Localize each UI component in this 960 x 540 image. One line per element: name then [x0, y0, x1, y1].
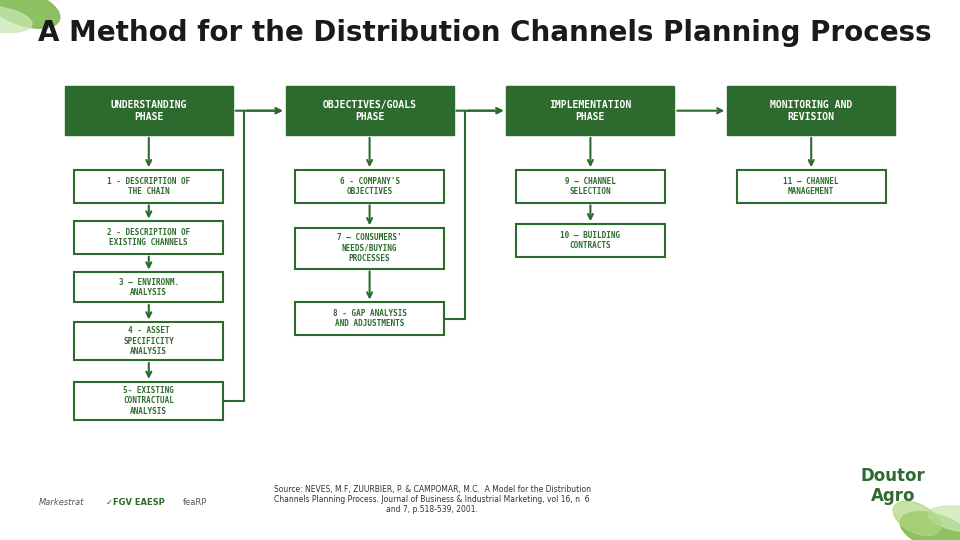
FancyBboxPatch shape: [75, 272, 223, 302]
FancyBboxPatch shape: [75, 170, 223, 202]
Text: Doutor
Agro: Doutor Agro: [860, 467, 925, 505]
Text: 2 - DESCRIPTION OF
EXISTING CHANNELS: 2 - DESCRIPTION OF EXISTING CHANNELS: [108, 228, 190, 247]
Text: 1 - DESCRIPTION OF
THE CHAIN: 1 - DESCRIPTION OF THE CHAIN: [108, 177, 190, 196]
FancyBboxPatch shape: [296, 302, 444, 335]
Text: feaRP: feaRP: [182, 498, 206, 507]
Text: Source: NEVES, M.F, ZUURBIER, P. & CAMPOMAR, M.C.  A Model for the Distribution
: Source: NEVES, M.F, ZUURBIER, P. & CAMPO…: [274, 484, 590, 515]
Text: 10 – BUILDING
CONTRACTS: 10 – BUILDING CONTRACTS: [561, 231, 620, 250]
FancyBboxPatch shape: [75, 322, 223, 360]
Ellipse shape: [900, 512, 960, 540]
FancyBboxPatch shape: [516, 224, 664, 256]
Text: MONITORING AND
REVISION: MONITORING AND REVISION: [770, 100, 852, 122]
FancyBboxPatch shape: [75, 382, 223, 420]
Text: 8 - GAP ANALYSIS
AND ADJUSTMENTS: 8 - GAP ANALYSIS AND ADJUSTMENTS: [332, 309, 407, 328]
FancyBboxPatch shape: [65, 86, 232, 135]
Text: 6 - COMPANY'S
OBJECTIVES: 6 - COMPANY'S OBJECTIVES: [340, 177, 399, 196]
FancyBboxPatch shape: [296, 228, 444, 268]
Text: 3 – ENVIRONM.
ANALYSIS: 3 – ENVIRONM. ANALYSIS: [119, 278, 179, 297]
FancyBboxPatch shape: [737, 170, 885, 202]
Ellipse shape: [928, 506, 960, 533]
Ellipse shape: [0, 5, 32, 32]
Text: 4 - ASSET
SPECIFICITY
ANALYSIS: 4 - ASSET SPECIFICITY ANALYSIS: [124, 326, 174, 356]
FancyBboxPatch shape: [286, 86, 453, 135]
Text: 11 – CHANNEL
MANAGEMENT: 11 – CHANNEL MANAGEMENT: [783, 177, 839, 196]
Text: Markestrat: Markestrat: [38, 498, 84, 507]
FancyBboxPatch shape: [728, 86, 895, 135]
Text: IMPLEMENTATION
PHASE: IMPLEMENTATION PHASE: [549, 100, 632, 122]
Text: ✓FGV EAESP: ✓FGV EAESP: [106, 498, 164, 507]
Ellipse shape: [893, 501, 941, 536]
Ellipse shape: [0, 0, 60, 28]
FancyBboxPatch shape: [75, 221, 223, 254]
Text: 7 – CONSUMERS'
NEEDS/BUYING
PROCESSES: 7 – CONSUMERS' NEEDS/BUYING PROCESSES: [337, 233, 402, 264]
FancyBboxPatch shape: [507, 86, 674, 135]
Text: A Method for the Distribution Channels Planning Process: A Method for the Distribution Channels P…: [38, 19, 932, 47]
FancyBboxPatch shape: [296, 170, 444, 202]
Text: 5- EXISTING
CONTRACTUAL
ANALYSIS: 5- EXISTING CONTRACTUAL ANALYSIS: [124, 386, 174, 416]
Text: UNDERSTANDING
PHASE: UNDERSTANDING PHASE: [110, 100, 187, 122]
Text: OBJECTIVES/GOALS
PHASE: OBJECTIVES/GOALS PHASE: [323, 100, 417, 122]
FancyBboxPatch shape: [516, 170, 664, 202]
Text: 9 – CHANNEL
SELECTION: 9 – CHANNEL SELECTION: [565, 177, 615, 196]
